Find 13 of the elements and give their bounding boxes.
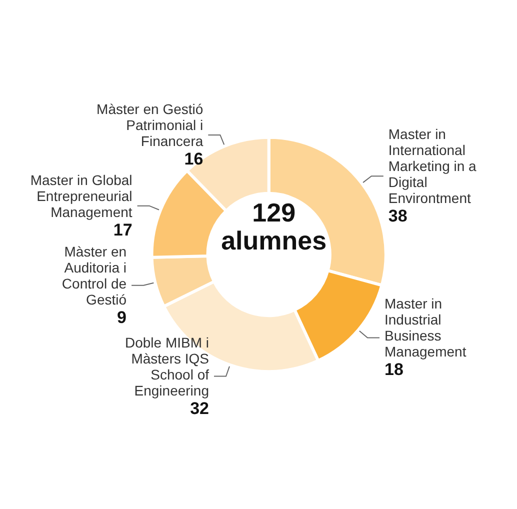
- data-label: 18: [384, 360, 404, 380]
- slice-label: Màster en Gestió Patrimonial i Financera: [96, 100, 204, 149]
- data-label: 9: [117, 308, 127, 327]
- data-label: 32: [190, 398, 209, 418]
- slice-label: Master in Industrial Business Management: [384, 296, 466, 360]
- slice-label: Doble MIBM i Màsters IQS School of Engineering: [124, 334, 210, 398]
- text: 129 alumnes: [221, 198, 327, 256]
- slice-label: Master in International Marketing in a Digital Environtment: [388, 126, 477, 206]
- slice-label: Master in Global Entrepreneurial Management: [30, 172, 132, 220]
- data-label: 16: [184, 149, 204, 168]
- slice-label: Màster en Auditoria i Control de Gestió: [62, 243, 127, 308]
- data-label: 38: [388, 206, 408, 226]
- data-label: 17: [113, 220, 132, 240]
